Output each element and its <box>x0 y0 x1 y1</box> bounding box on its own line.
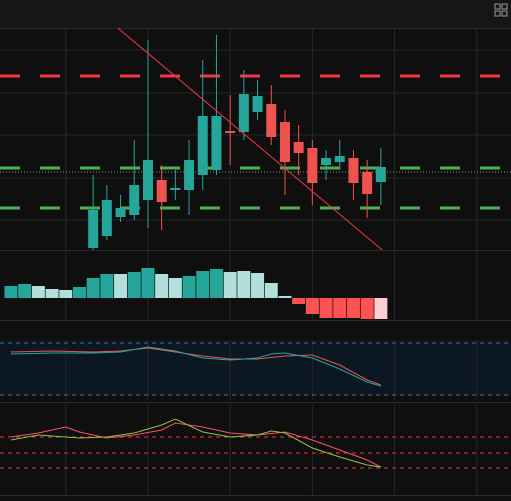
histogram-bar <box>305 298 319 314</box>
candle-body <box>115 208 126 217</box>
histogram-bar <box>45 289 59 298</box>
histogram-bar <box>333 298 347 318</box>
trendline <box>117 27 383 251</box>
histogram-bar <box>264 283 278 298</box>
histogram-bar <box>319 298 333 318</box>
candle-body <box>321 158 332 165</box>
histogram-bar <box>31 286 45 298</box>
histogram-bar <box>182 276 196 298</box>
histogram-bar <box>360 298 374 319</box>
candle-body <box>142 160 153 200</box>
histogram-bar <box>346 298 360 318</box>
candle-body <box>129 185 140 215</box>
separators <box>0 28 511 496</box>
candle-body <box>156 180 167 202</box>
candle-body <box>170 188 181 190</box>
candle-body <box>293 142 304 153</box>
candle-body <box>307 148 318 183</box>
candle-body <box>238 94 249 132</box>
indicator-line <box>10 347 382 386</box>
candle-body <box>334 156 345 162</box>
histogram-bar <box>127 272 141 298</box>
histogram-bar <box>155 274 169 298</box>
indicator-line <box>10 418 381 468</box>
candle-body <box>197 116 208 175</box>
candle-body <box>88 210 99 248</box>
candle-body <box>375 167 386 182</box>
histogram-bar <box>278 296 292 298</box>
histogram-bar <box>237 271 251 298</box>
candle-body <box>266 104 277 137</box>
candle-body <box>348 158 359 183</box>
histogram-bar <box>209 269 223 298</box>
histogram-bar <box>196 271 210 298</box>
histogram-bar <box>141 268 155 298</box>
histogram-bar <box>86 278 100 298</box>
indicator-line <box>10 346 381 387</box>
histogram-bar <box>59 290 73 298</box>
candle-body <box>184 160 195 190</box>
histogram-bar <box>223 272 237 298</box>
candle-body <box>252 96 263 112</box>
candle-body <box>279 122 290 162</box>
candle-body <box>362 172 373 194</box>
histogram-bar <box>4 286 18 298</box>
histogram-bar <box>251 273 265 298</box>
histogram-bar <box>72 287 86 298</box>
top-bar <box>0 0 511 28</box>
oscillator-band <box>0 340 511 395</box>
histogram-bar <box>292 298 306 304</box>
histogram-bar <box>114 274 128 298</box>
histogram-bar <box>18 284 32 298</box>
histogram-bar <box>100 274 114 298</box>
candle-body <box>225 131 236 133</box>
layout-icon[interactable] <box>494 3 508 17</box>
histogram-bar <box>168 278 182 298</box>
candle-body <box>101 200 112 236</box>
histogram-bar <box>374 298 388 319</box>
candle-body <box>211 116 222 170</box>
